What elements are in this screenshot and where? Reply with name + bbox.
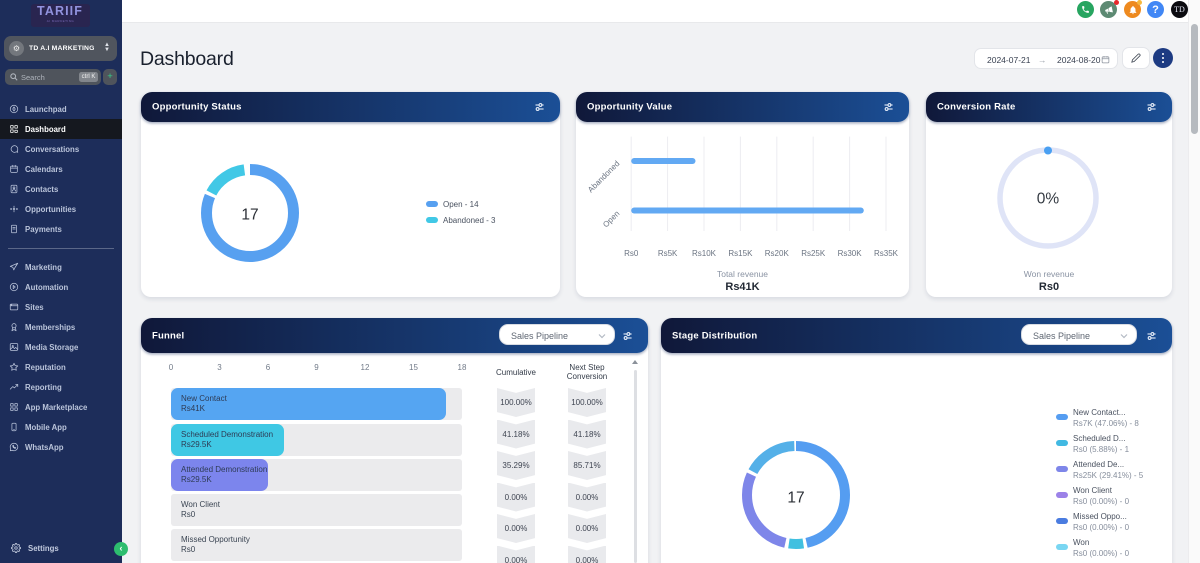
svg-text:0%: 0% — [1037, 191, 1060, 208]
svg-text:Rs35K: Rs35K — [874, 249, 899, 258]
svg-text:Rs15K: Rs15K — [728, 249, 753, 258]
svg-text:Rs5K: Rs5K — [658, 249, 678, 258]
svg-text:Abandoned: Abandoned — [586, 159, 621, 194]
svg-text:Rs0: Rs0 — [624, 249, 639, 258]
svg-text:Rs10K: Rs10K — [692, 249, 717, 258]
svg-text:17: 17 — [241, 207, 258, 224]
svg-text:Rs25K: Rs25K — [801, 249, 826, 258]
svg-text:Open: Open — [601, 209, 621, 229]
svg-text:17: 17 — [787, 490, 804, 507]
svg-text:Rs30K: Rs30K — [838, 249, 863, 258]
svg-text:Rs20K: Rs20K — [765, 249, 790, 258]
